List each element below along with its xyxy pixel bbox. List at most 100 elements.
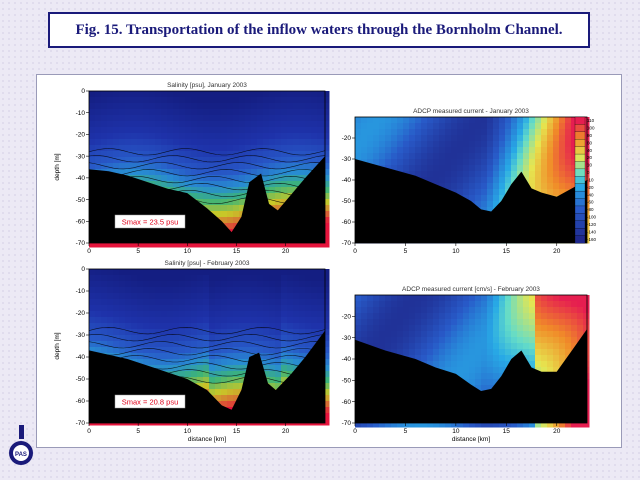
field-cell: [281, 371, 288, 378]
field-cell: [293, 323, 300, 330]
field-cell: [391, 313, 398, 320]
field-cell: [137, 121, 144, 128]
field-cell: [263, 241, 270, 248]
field-cell: [305, 133, 312, 140]
field-cell: [439, 183, 446, 190]
field-cell: [511, 117, 518, 124]
field-cell: [463, 361, 470, 368]
field-cell: [565, 325, 572, 332]
field-cell: [281, 181, 288, 188]
field-cell: [143, 151, 150, 158]
field-cell: [433, 331, 440, 338]
field-cell: [131, 121, 138, 128]
field-cell: [179, 115, 186, 122]
field-cell: [299, 139, 306, 146]
field-cell: [239, 115, 246, 122]
field-cell: [107, 347, 114, 354]
colorbar-label: -80: [587, 207, 594, 212]
field-cell: [463, 325, 470, 332]
field-cell: [355, 123, 362, 130]
field-cell: [541, 349, 548, 356]
colorbar-label: -40: [587, 192, 594, 197]
contour-line: [88, 355, 326, 363]
field-cell: [137, 103, 144, 110]
field-cell: [367, 147, 374, 154]
field-cell: [119, 163, 126, 170]
field-cell: [457, 325, 464, 332]
field-cell: [433, 165, 440, 172]
field-cell: [143, 323, 150, 330]
field-cell: [475, 349, 482, 356]
field-cell: [269, 181, 276, 188]
field-cell: [287, 359, 294, 366]
field-cell: [403, 159, 410, 166]
field-cell: [275, 305, 282, 312]
field-cell: [89, 311, 96, 318]
field-cell: [179, 121, 186, 128]
field-cell: [161, 157, 168, 164]
field-cell: [239, 317, 246, 324]
y-tick-label: -40: [342, 356, 352, 363]
field-cell: [409, 171, 416, 178]
field-cell: [397, 343, 404, 350]
field-cell: [251, 169, 258, 176]
field-cell: [173, 287, 180, 294]
field-cell: [149, 109, 156, 116]
field-cell: [565, 171, 572, 178]
field-cell: [155, 281, 162, 288]
field-cell: [287, 139, 294, 146]
field-cell: [323, 383, 330, 390]
field-cell: [149, 323, 156, 330]
field-cell: [409, 343, 416, 350]
field-cell: [137, 347, 144, 354]
field-cell: [257, 281, 264, 288]
field-cell: [269, 359, 276, 366]
field-cell: [433, 123, 440, 130]
field-cell: [167, 281, 174, 288]
field-cell: [161, 293, 168, 300]
field-cell: [239, 275, 246, 282]
field-cell: [257, 275, 264, 282]
field-cell: [481, 295, 488, 302]
field-cell: [505, 349, 512, 356]
field-cell: [559, 295, 566, 302]
field-cell: [415, 123, 422, 130]
field-cell: [95, 275, 102, 282]
field-cell: [475, 201, 482, 208]
field-cell: [131, 311, 138, 318]
field-cell: [427, 171, 434, 178]
field-cell: [379, 147, 386, 154]
field-cell: [233, 217, 240, 224]
field-cell: [155, 329, 162, 336]
field-cell: [245, 157, 252, 164]
field-cell: [89, 293, 96, 300]
field-cell: [487, 117, 494, 124]
field-cell: [373, 307, 380, 314]
field-cell: [577, 301, 584, 308]
field-cell: [287, 121, 294, 128]
field-cell: [125, 347, 132, 354]
field-cell: [233, 293, 240, 300]
field-cell: [113, 157, 120, 164]
field-cell: [173, 151, 180, 158]
field-cell: [245, 353, 252, 360]
field-cell: [131, 241, 138, 248]
field-cell: [439, 325, 446, 332]
field-cell: [113, 287, 120, 294]
field-cell: [493, 301, 500, 308]
field-cell: [475, 373, 482, 380]
field-cell: [275, 241, 282, 248]
field-cell: [167, 151, 174, 158]
field-cell: [299, 335, 306, 342]
chart-4: ADCP measured current [cm/s] - February …: [342, 286, 590, 443]
field-cell: [323, 401, 330, 408]
field-cell: [529, 117, 536, 124]
field-cell: [233, 383, 240, 390]
chart-title: ADCP measured current - January 2003: [413, 108, 529, 115]
field-cell: [191, 91, 198, 98]
field-cell: [553, 301, 560, 308]
field-cell: [257, 311, 264, 318]
field-cell: [397, 319, 404, 326]
field-cell: [577, 421, 584, 428]
field-cell: [173, 187, 180, 194]
